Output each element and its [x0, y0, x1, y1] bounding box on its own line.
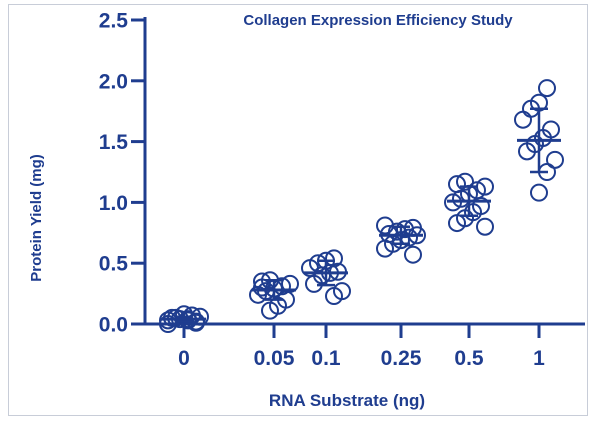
- y-axis-label: Protein Yield (mg): [28, 154, 45, 282]
- x-axis-label: RNA Substrate (ng): [269, 391, 425, 410]
- y-tick-label: 2.0: [99, 70, 128, 93]
- chart-frame: Collagen Expression Efficiency Study Pro…: [8, 4, 588, 416]
- data-point: [261, 301, 279, 320]
- scatter-chart: Collagen Expression Efficiency Study Pro…: [28, 10, 585, 410]
- y-tick-label: 1.0: [99, 192, 128, 215]
- group-1: [514, 79, 564, 202]
- data-point: [538, 79, 556, 98]
- data-point: [530, 183, 548, 202]
- data-point: [476, 217, 494, 236]
- group-0.25: [376, 216, 426, 264]
- group-0: [159, 305, 209, 333]
- x-axis-ticks: 0 0.05 0.1 0.25 0.5 1: [178, 324, 545, 370]
- group-0.1: [301, 249, 351, 306]
- data-point: [404, 245, 422, 264]
- x-tick-label: 0.5: [454, 347, 484, 370]
- y-tick-label: 1.5: [99, 131, 129, 154]
- data-marks: [159, 79, 564, 333]
- data-point: [456, 172, 474, 191]
- data-point: [376, 239, 394, 258]
- data-point: [514, 110, 532, 129]
- y-axis-ticks: 0.0 0.5 1.0 1.5 2.0 2.5: [99, 10, 145, 337]
- x-tick-label: 0.05: [254, 347, 295, 370]
- group-0.5: [444, 172, 494, 236]
- x-tick-label: 0.1: [311, 347, 341, 370]
- group-0.05: [249, 271, 299, 320]
- data-point: [518, 142, 536, 161]
- axes: [143, 17, 585, 326]
- y-tick-label: 2.5: [99, 10, 129, 33]
- data-point: [546, 150, 564, 169]
- x-tick-label: 0: [178, 347, 190, 370]
- data-point: [325, 287, 343, 306]
- y-tick-label: 0.0: [99, 314, 128, 337]
- data-point: [448, 214, 466, 233]
- data-point: [253, 278, 271, 297]
- y-tick-label: 0.5: [99, 253, 129, 276]
- x-tick-label: 0.25: [381, 347, 422, 370]
- chart-title: Collagen Expression Efficiency Study: [243, 12, 513, 29]
- x-tick-label: 1: [533, 347, 545, 370]
